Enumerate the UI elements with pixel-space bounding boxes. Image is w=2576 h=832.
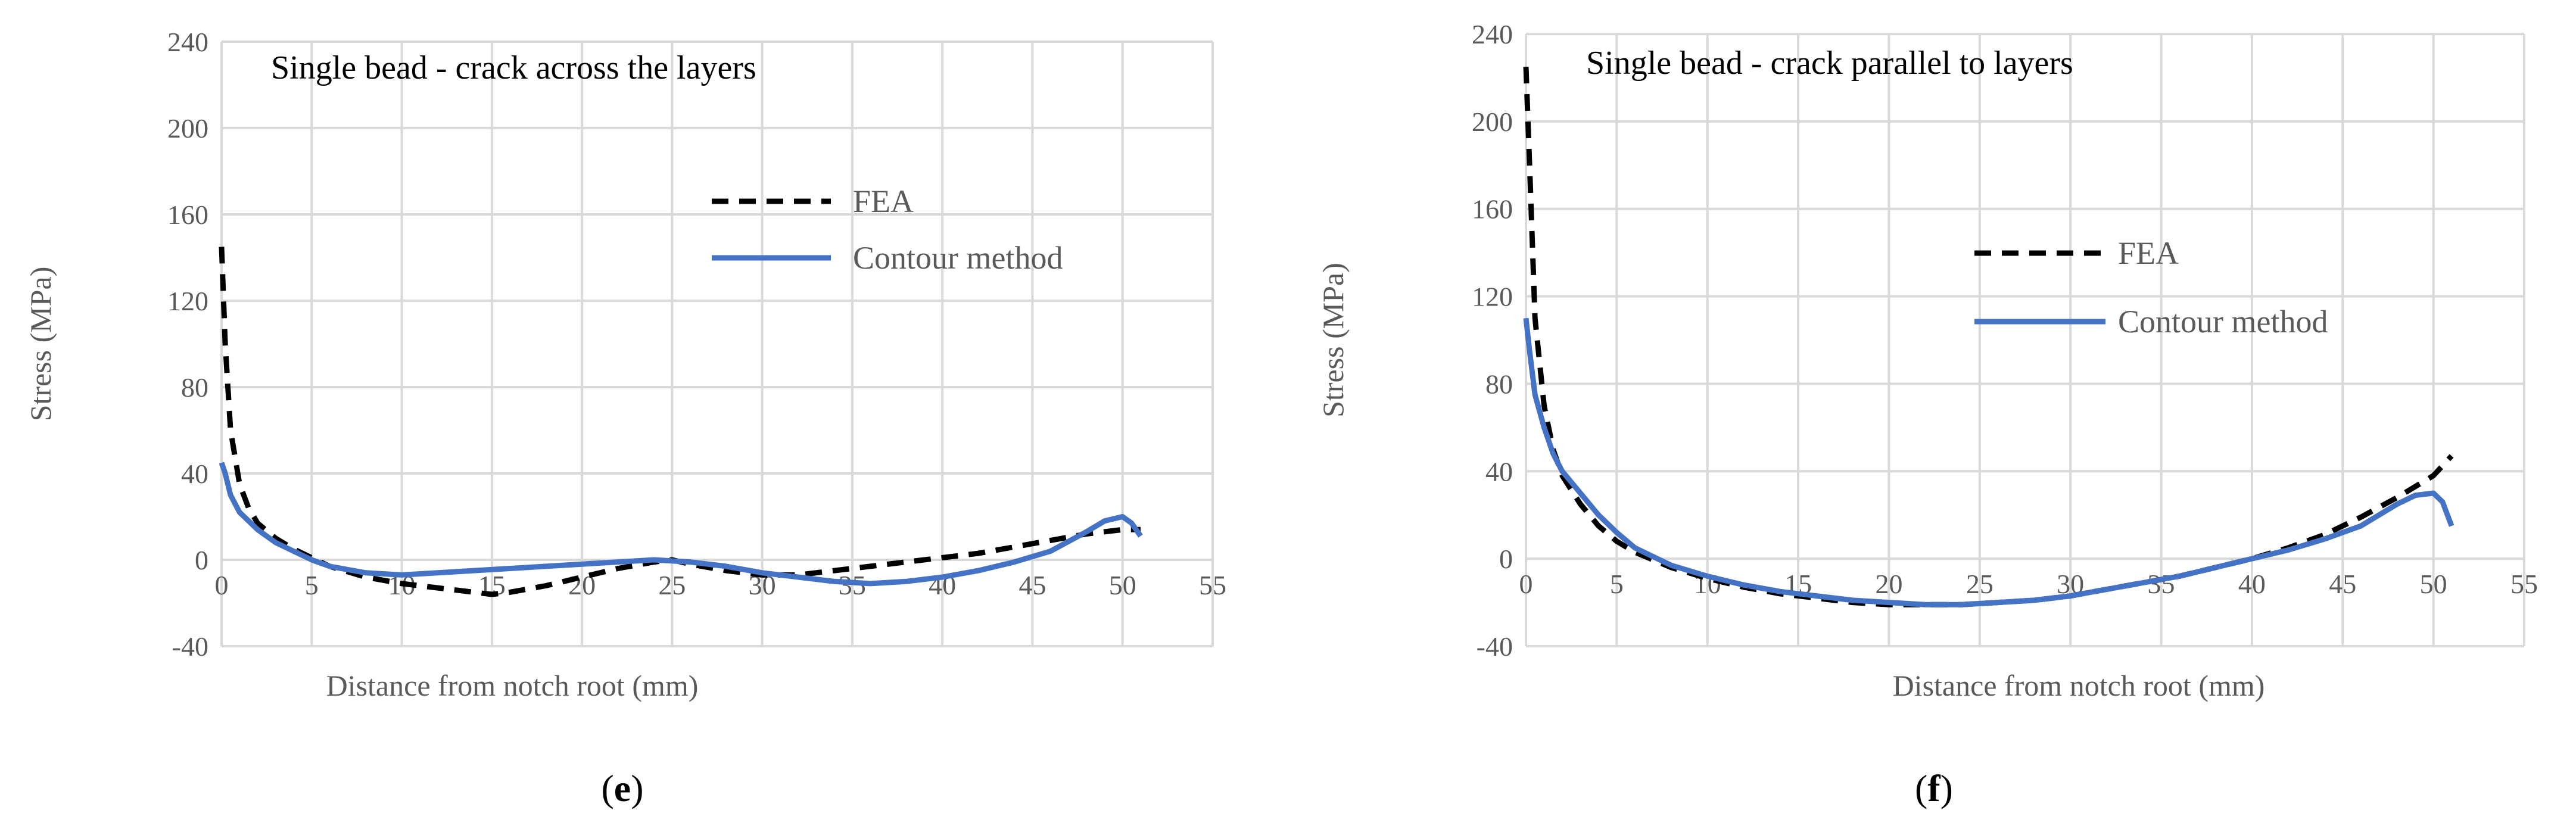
x-tick-label: 45 (2329, 569, 2356, 599)
y-tick-label: 80 (1485, 369, 1513, 399)
y-tick-label: -40 (1477, 631, 1513, 662)
chart-f: 0 5 10 15 20 25 30 35 40 45 50 5524020016012080400-… (1316, 19, 2538, 809)
x-tick-label: 0 (215, 570, 229, 600)
y-tick-label: 240 (1472, 19, 1513, 49)
y-axis-title: Stress (MPa) (24, 267, 57, 422)
y-tick-label: 40 (1485, 456, 1513, 487)
x-tick-label: 25 (658, 570, 686, 600)
y-tick-label: 0 (195, 545, 208, 575)
y-tick-label: 0 (1499, 544, 1513, 574)
x-tick-label: 45 (1018, 570, 1046, 600)
x-axis-title: Distance from notch root (mm) (1893, 669, 2265, 702)
legend-label: Contour method (853, 240, 1063, 276)
y-tick-label: 160 (167, 200, 208, 230)
x-tick-label: 20 (1875, 569, 1902, 599)
y-tick-label: 200 (1472, 107, 1513, 137)
x-tick-label: 40 (2238, 569, 2266, 599)
x-tick-label: 55 (2510, 569, 2538, 599)
chart-title: Single bead - crack parallel to layers (1586, 45, 2073, 82)
chart-title: Single bead - crack across the layers (271, 49, 756, 86)
y-tick-label: 80 (181, 372, 208, 403)
x-tick-label: 50 (2420, 569, 2447, 599)
y-tick-label: 240 (167, 27, 208, 57)
y-axis-title: Stress (MPa) (1316, 263, 1350, 417)
panel-letter: e (614, 767, 631, 809)
y-tick-label: 160 (1472, 194, 1513, 225)
series-line-fea (219, 247, 1141, 597)
x-tick-label: 55 (1199, 570, 1226, 600)
legend-label: FEA (2118, 235, 2179, 271)
x-tick-label: 5 (305, 570, 319, 600)
panel-letter: f (1927, 767, 1940, 809)
y-tick-label: 200 (167, 113, 208, 144)
y-tick-label: 120 (167, 286, 208, 316)
panel-label: (f) (1915, 767, 1953, 809)
x-axis-title: Distance from notch root (mm) (326, 669, 699, 702)
x-tick-label: 0 (1519, 569, 1533, 599)
legend-label: FEA (853, 183, 914, 219)
panel-label: (e) (601, 767, 643, 809)
x-tick-label: 50 (1109, 570, 1136, 600)
y-tick-label: 120 (1472, 282, 1513, 312)
series-line-contour-method (219, 462, 1143, 587)
chart-e: 0 5 10 15 20 25 30 35 40 45 50 5524020016012080400-… (24, 27, 1226, 809)
x-tick-label: 5 (1610, 569, 1624, 599)
x-tick-label: 25 (1966, 569, 1993, 599)
x-tick-label: 35 (2148, 569, 2175, 599)
y-tick-label: 40 (181, 459, 208, 489)
series-line-contour-method (1523, 317, 2454, 607)
legend-label: Contour method (2118, 304, 2328, 339)
y-tick-label: -40 (172, 631, 208, 662)
